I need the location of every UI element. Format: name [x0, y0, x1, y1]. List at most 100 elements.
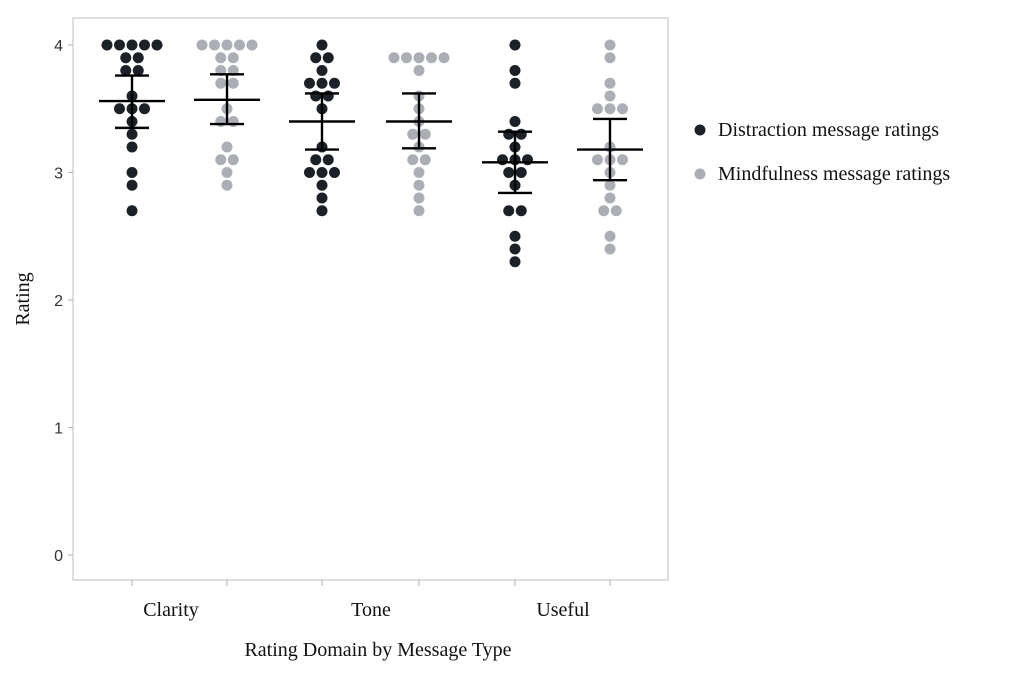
- data-point: [126, 141, 138, 153]
- data-point: [316, 179, 328, 191]
- data-point: [419, 128, 431, 140]
- data-point: [604, 179, 616, 191]
- x-category-label: Useful: [536, 599, 590, 621]
- data-point: [316, 77, 328, 89]
- data-point: [322, 90, 334, 102]
- data-point: [592, 103, 603, 115]
- data-point: [509, 39, 521, 51]
- data-point: [310, 154, 322, 166]
- data-point: [215, 154, 227, 166]
- data-point: [497, 154, 508, 166]
- data-point: [604, 90, 616, 102]
- data-point: [515, 205, 527, 217]
- data-point: [413, 52, 425, 64]
- data-point: [316, 65, 328, 76]
- data-point: [221, 141, 233, 153]
- data-point: [310, 52, 322, 64]
- y-tick-label: 3: [54, 166, 63, 183]
- data-point: [509, 230, 521, 242]
- data-point: [329, 77, 340, 89]
- error-bars: [99, 73, 643, 195]
- data-point: [221, 179, 233, 191]
- data-point: [604, 230, 616, 242]
- y-tick-label: 1: [54, 421, 63, 438]
- data-point: [322, 52, 334, 64]
- data-point: [316, 167, 328, 178]
- data-point: [413, 179, 425, 191]
- data-point: [598, 205, 610, 217]
- data-point: [126, 179, 138, 191]
- x-category-label: Clarity: [143, 599, 199, 621]
- data-point: [246, 39, 258, 51]
- x-category-label: Tone: [351, 599, 391, 621]
- legend-marker-distraction: [694, 124, 706, 136]
- data-point: [419, 154, 431, 166]
- y-tick-label: 0: [54, 548, 63, 565]
- data-point: [617, 154, 628, 166]
- data-point: [209, 39, 220, 51]
- data-point: [592, 154, 603, 166]
- data-point: [509, 243, 521, 255]
- data-point: [114, 103, 125, 115]
- plot-frame: [72, 17, 669, 581]
- data-point: [227, 77, 239, 89]
- data-point: [604, 243, 616, 255]
- data-point: [322, 154, 334, 166]
- x-axis-title: Rating Domain by Message Type: [244, 639, 511, 661]
- data-point: [604, 52, 616, 64]
- legend-label-distraction: Distraction message ratings: [718, 119, 939, 141]
- data-point: [151, 39, 163, 51]
- data-point: [101, 39, 113, 51]
- y-tick-label: 2: [54, 293, 63, 310]
- data-point: [196, 39, 208, 51]
- data-point: [316, 205, 328, 217]
- data-point: [522, 154, 533, 166]
- data-point: [426, 52, 437, 64]
- data-point: [515, 167, 527, 178]
- legend: Distraction message ratings Mindfulness …: [694, 119, 950, 185]
- data-point: [407, 154, 419, 166]
- data-point: [126, 39, 138, 51]
- data-point: [139, 39, 150, 51]
- data-point: [617, 103, 628, 115]
- data-point: [413, 192, 425, 204]
- data-point: [126, 205, 138, 217]
- data-point: [227, 154, 239, 166]
- data-point: [215, 52, 227, 64]
- data-point: [509, 256, 521, 268]
- data-point: [604, 39, 616, 51]
- data-point: [221, 39, 233, 51]
- data-point: [120, 65, 132, 76]
- data-point: [509, 116, 521, 127]
- axis-ticks: 0 1 2 3 4 Clarity Tone Useful: [54, 38, 611, 621]
- data-point: [401, 52, 412, 64]
- data-point: [509, 65, 521, 76]
- data-point: [388, 52, 400, 64]
- data-point: [604, 192, 616, 204]
- data-point: [215, 116, 227, 127]
- data-point: [407, 128, 419, 140]
- y-tick-label: 4: [54, 38, 63, 55]
- data-point: [132, 65, 144, 76]
- data-point: [132, 52, 144, 64]
- y-axis-title: Rating: [12, 272, 34, 325]
- data-point: [126, 128, 138, 140]
- data-point: [221, 167, 233, 178]
- data-point: [304, 167, 315, 178]
- data-point: [316, 192, 328, 204]
- legend-marker-mindfulness: [694, 168, 706, 180]
- data-point: [604, 77, 616, 89]
- data-point: [438, 52, 450, 64]
- data-point: [227, 52, 239, 64]
- data-point: [503, 167, 515, 178]
- data-point: [139, 103, 150, 115]
- data-point: [234, 39, 245, 51]
- data-point: [304, 77, 315, 89]
- data-point: [503, 205, 515, 217]
- data-point: [413, 167, 425, 178]
- data-point: [413, 205, 425, 217]
- data-point: [503, 128, 515, 140]
- data-point: [329, 167, 340, 178]
- data-point: [316, 39, 328, 51]
